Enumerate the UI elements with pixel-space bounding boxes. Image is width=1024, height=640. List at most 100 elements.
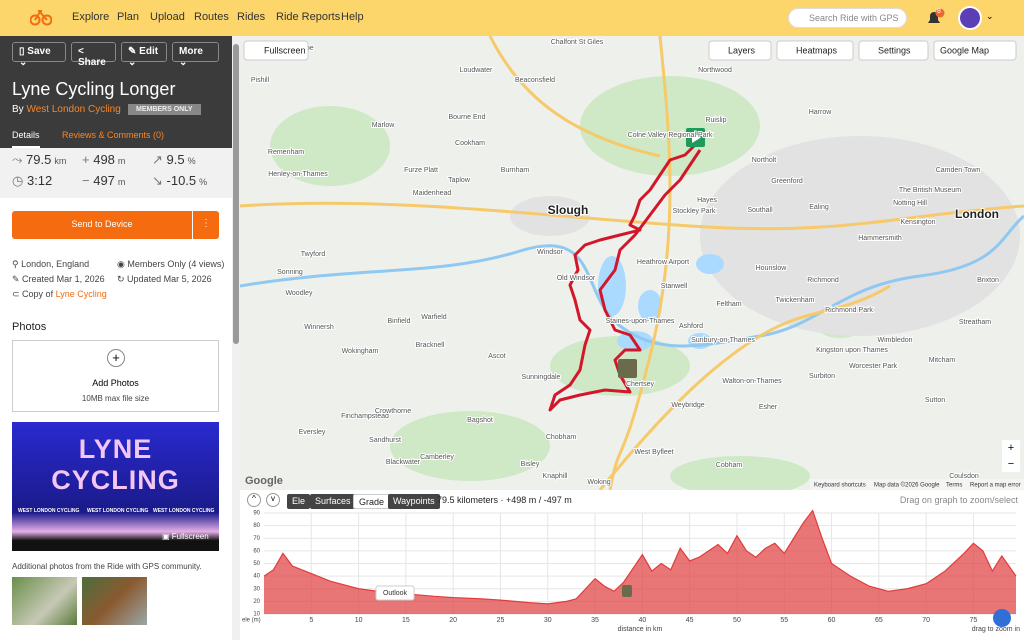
banner-photo[interactable]: LYNE CYCLING WEST LONDON CYCLING WEST LO… [12, 422, 219, 551]
send-menu[interactable]: ⋮ [192, 211, 219, 239]
place-label: Binfield [388, 318, 411, 325]
place-label: Ashford [679, 323, 703, 330]
tab[interactable]: Reviews & Comments (0) [62, 130, 165, 140]
nav-item[interactable]: Plan [117, 11, 140, 23]
share-button[interactable]: < Share [71, 42, 116, 68]
map[interactable]: High WycombeChalfont St GilesLoudwaterBe… [240, 36, 1024, 490]
nav-item[interactable]: Upload [150, 11, 185, 23]
place-label: Camden Town [936, 167, 981, 174]
place-label: Stanwell [661, 283, 688, 290]
settings-control[interactable] [858, 40, 929, 61]
place-label: Beaconsfield [515, 77, 555, 84]
place-label: Woking [587, 479, 610, 486]
place-label: Loudwater [460, 67, 493, 74]
place-label: Bracknell [416, 342, 445, 349]
attribution: Map data ©2026 Google [874, 482, 940, 489]
edit-button[interactable]: ✎ Edit ⌄ [121, 42, 167, 68]
place-label: Stockley Park [673, 208, 716, 215]
place-label: Bisley [521, 461, 540, 468]
nav-item[interactable]: Help [341, 11, 364, 23]
stat-unit: m [117, 156, 126, 166]
place-label: Hammersmith [858, 235, 902, 242]
attribution[interactable]: Keyboard shortcuts [814, 483, 866, 489]
profile-tab[interactable]: Grade [353, 494, 391, 509]
chart-hint: drag to zoom in [972, 626, 1020, 633]
x-tick-label: 20 [449, 617, 457, 624]
y-axis-label: ele (m) [242, 618, 261, 624]
nav-item[interactable]: Routes [194, 11, 229, 23]
scrollbar[interactable] [232, 36, 240, 640]
tab[interactable]: Details [12, 130, 40, 148]
profile-tab[interactable]: Waypoints [388, 494, 440, 509]
stat-icon: − [82, 173, 94, 188]
stat-value: 3:12 [26, 173, 53, 188]
place-label: Walton-on-Thames [722, 378, 782, 385]
club-link[interactable]: West London Cycling [26, 104, 121, 115]
stat-unit: % [187, 156, 196, 166]
save-button[interactable]: ▯ Save ⌄ [12, 42, 66, 68]
copy-link[interactable]: Lyne Cycling [55, 289, 107, 299]
bell[interactable] [925, 8, 945, 28]
fullscreen-control[interactable] [243, 40, 309, 61]
banner-title: LYNE CYCLING [51, 434, 180, 495]
profile-panel: ^ v Ele Surfaces Grade Waypoints 79.5 ki… [240, 490, 1024, 640]
place-label: Winnersh [304, 324, 334, 331]
avatar[interactable] [958, 6, 982, 30]
stat: ◷ 3:12 [12, 173, 52, 189]
x-tick-label: 75 [970, 617, 978, 624]
fullscreen-photo[interactable]: ▣ Fullscreen [162, 532, 209, 541]
thumbnail[interactable] [82, 577, 147, 625]
expand[interactable]: v [266, 493, 280, 507]
zoom-in[interactable]: + [1008, 442, 1014, 454]
collapse[interactable]: ^ [247, 493, 261, 507]
search-box[interactable]: Search Ride with GPS [788, 8, 907, 28]
place-label: Crowthorne [375, 408, 411, 415]
place-label: Blackwater [386, 459, 421, 466]
nav-item[interactable]: Explore [72, 11, 110, 23]
help-button[interactable] [993, 609, 1011, 627]
sidebar-header: ▯ Save ⌄ < Share ✎ Edit ⌄ More ⌄ Lyne Cy… [0, 36, 232, 148]
zoom-control[interactable] [1002, 440, 1020, 472]
place-label: Wimbledon [877, 337, 912, 344]
nav-item[interactable]: Rides [237, 11, 266, 23]
control-label: Heatmaps [796, 45, 838, 55]
profile-tab[interactable]: Surfaces [310, 494, 356, 509]
send-button[interactable]: Send to Device ⋮ [12, 211, 219, 239]
place-label: Worcester Park [849, 363, 898, 370]
zoom-out[interactable]: − [1008, 458, 1014, 470]
copy-of: Copy of [22, 289, 54, 299]
profile-tab[interactable]: Ele [287, 494, 311, 509]
more-button[interactable]: More ⌄ [172, 42, 219, 68]
place-label: Knaphill [543, 473, 568, 480]
thumbnail[interactable] [12, 577, 77, 625]
maptype-control[interactable] [933, 40, 1017, 61]
nav-item[interactable]: Ride Reports [276, 11, 341, 23]
heatmaps-control[interactable] [776, 40, 854, 61]
place-label: West Byfleet [634, 449, 673, 456]
place-label: Sunbury-on-Thames [691, 337, 755, 344]
x-tick-label: 15 [402, 617, 410, 624]
route [548, 143, 702, 412]
y-tick-label: 10 [253, 612, 260, 618]
place-label: Twickenham [776, 297, 815, 304]
google-logo: Google [245, 475, 283, 487]
stat-unit: % [199, 177, 208, 187]
y-tick-label: 20 [253, 599, 260, 605]
place-label: Colne Valley Regional Park [628, 132, 713, 139]
place-label: Hayes [697, 197, 717, 204]
place-label: Greenford [771, 178, 803, 185]
control-label: Settings [878, 45, 911, 55]
avatar-caret[interactable]: ⌄ [986, 11, 994, 21]
attribution[interactable]: Terms [946, 483, 962, 489]
stat: ↗ 9.5% [152, 152, 196, 168]
attribution[interactable]: Report a map error [970, 483, 1021, 489]
created: Created Mar 1, 2026 [22, 274, 105, 284]
layers-control[interactable] [708, 40, 772, 61]
place-label: Twyford [301, 251, 326, 258]
poi-marker[interactable] [618, 359, 637, 378]
scroll-thumb[interactable] [233, 44, 239, 344]
add-photos[interactable]: + Add Photos 10MB max file size [12, 340, 219, 412]
elevation-chart[interactable]: 10 20 30 40 50 60 70 80 90 5 10 15 20 25 30 35 40 45 50 55 6… [240, 490, 1024, 640]
place-label: Warfield [421, 314, 447, 321]
logo[interactable] [30, 8, 52, 26]
